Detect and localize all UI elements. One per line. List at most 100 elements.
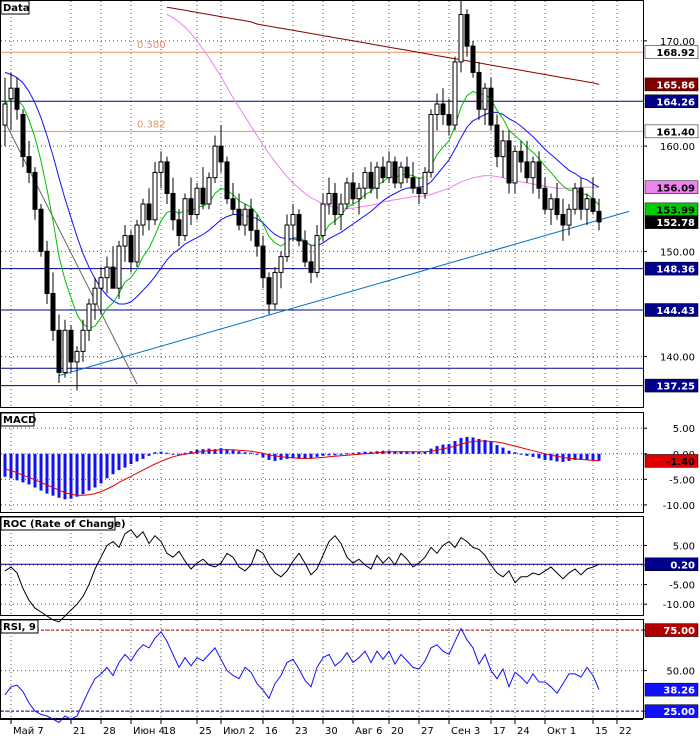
candle-body: [254, 229, 260, 247]
macd-bar: [297, 453, 301, 459]
macd-bar: [15, 453, 19, 481]
time-tick-label: 27: [421, 726, 434, 737]
candle-body: [56, 329, 62, 373]
candle-body: [110, 266, 116, 289]
price-tag-box: [644, 682, 699, 697]
candle-body: [230, 198, 236, 210]
candle-body: [476, 71, 482, 110]
roc-grid: [1, 517, 643, 615]
candle-body: [140, 203, 146, 226]
main-title: Data: [3, 3, 30, 14]
candle-body: [302, 240, 308, 263]
candle-body: [26, 156, 32, 173]
time-tick-label: 15: [595, 726, 608, 737]
axis-tick-label: 50.00: [666, 667, 695, 678]
macd-bar: [309, 453, 313, 459]
macd-bar: [567, 453, 571, 461]
macd-bar: [165, 452, 169, 454]
time-tick-label: 17: [493, 726, 506, 737]
candle-body: [584, 198, 590, 210]
candle-body: [512, 150, 518, 184]
macd-bar: [489, 442, 493, 454]
macd-bar: [231, 450, 235, 454]
macd-bar: [75, 453, 79, 497]
price-tag-box: [644, 378, 699, 393]
macd-bar: [321, 453, 325, 456]
candle-body: [554, 198, 560, 216]
candle-body: [368, 171, 374, 189]
macd-bar: [273, 453, 277, 461]
price-tag-label: 152.78: [656, 218, 695, 229]
macd-bar: [189, 451, 193, 454]
price-tag-label: 75.00: [663, 626, 695, 637]
macd-bar: [183, 452, 187, 454]
axis-tick-label: 140.00: [660, 353, 695, 364]
candle-body: [38, 208, 44, 252]
candle-body: [320, 203, 326, 237]
price-tag-label: 0.20: [670, 560, 695, 571]
macd-bar: [369, 451, 373, 454]
macd-bar: [585, 453, 589, 460]
candle-body: [392, 161, 398, 184]
candle-body: [494, 124, 500, 158]
candle-body: [338, 203, 344, 216]
macd-tags: -1.40: [644, 454, 699, 468]
candle-body: [542, 187, 548, 210]
candle-body: [578, 187, 584, 210]
macd-bar: [333, 453, 337, 456]
macd-bar: [339, 453, 343, 455]
macd-bar: [531, 453, 535, 457]
macd-bar: [153, 452, 157, 454]
candle-body: [86, 303, 92, 331]
macd-bar: [597, 453, 601, 461]
macd-bar: [525, 453, 529, 456]
rsi-title: RSI, 9: [3, 622, 36, 633]
candle-body: [50, 292, 56, 331]
candle-body: [242, 208, 248, 226]
candle-body: [62, 329, 68, 373]
candle-body: [122, 235, 128, 247]
candle-body: [146, 203, 152, 221]
candle-body: [98, 277, 104, 289]
candle-body: [470, 45, 476, 73]
macd-bar: [249, 452, 253, 454]
macd-bar: [243, 452, 247, 454]
candle-body: [182, 198, 188, 237]
price-tag-label: -1.40: [666, 457, 695, 468]
time-tick-label: 23: [295, 726, 308, 737]
price-tag-label: 144.43: [656, 306, 695, 317]
macd-bar: [177, 453, 181, 455]
rsi-line: [4, 627, 600, 724]
candle-body: [536, 161, 542, 189]
main-panel: 0.500 0.382 170.00 160.00 150.00 140.00 168.…: [0, 0, 699, 408]
axis-tick-label: -10.00: [663, 501, 695, 512]
candle-body: [170, 192, 176, 221]
price-tag-label: 148.36: [656, 265, 695, 276]
macd-bar: [141, 453, 145, 459]
time-tick-label: 20: [391, 726, 404, 737]
candle-body: [506, 140, 512, 184]
candle-body: [500, 140, 506, 158]
roc-panel-frame: [0, 516, 644, 616]
price-tag-label: 137.25: [656, 382, 695, 393]
macd-panel: 5.000.00-5.00-10.00 -1.40 MACD: [0, 412, 699, 513]
macd-bar: [171, 453, 175, 455]
candle-body: [326, 192, 332, 205]
macd-title: MACD: [3, 415, 36, 426]
candle-body: [128, 235, 134, 263]
rsi-grid: [1, 620, 643, 718]
macd-title-box: [0, 412, 35, 427]
candle-body: [14, 87, 20, 110]
candle-body: [188, 198, 194, 216]
macd-bar: [363, 451, 367, 454]
macd-bar: [105, 453, 109, 479]
macd-bar: [549, 453, 553, 461]
macd-bar: [483, 439, 487, 454]
macd-bar: [417, 452, 421, 454]
price-tag-box: [644, 303, 699, 317]
macd-bar: [21, 453, 25, 483]
candle-body: [446, 114, 452, 126]
candle-body: [386, 161, 392, 179]
macd-bar: [3, 453, 7, 477]
time-tick-label: 16: [265, 726, 278, 737]
